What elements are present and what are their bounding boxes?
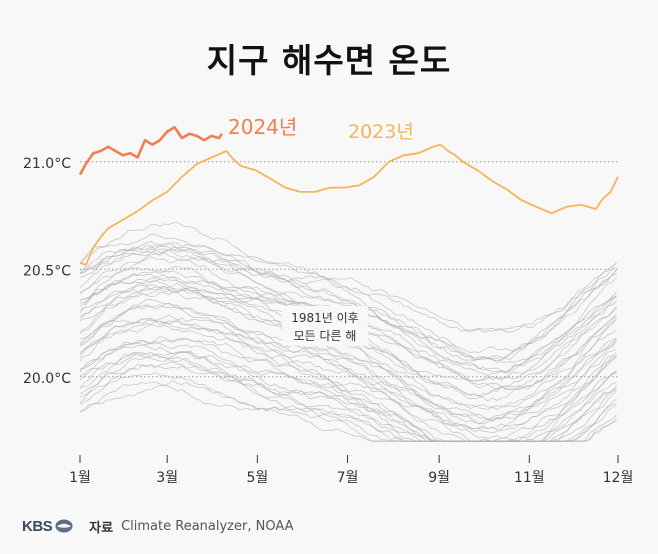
logo-text: KBS bbox=[22, 517, 53, 535]
other-year-line bbox=[79, 324, 617, 442]
label-2023: 2023년 bbox=[348, 121, 414, 143]
x-tick-label: 7월 bbox=[337, 470, 359, 486]
x-tick-label: 1월 bbox=[69, 470, 91, 486]
other-year-line bbox=[79, 282, 617, 425]
x-tick-label: 11월 bbox=[514, 470, 545, 486]
other-years-label-bg bbox=[282, 306, 368, 346]
other-year-line bbox=[79, 246, 617, 374]
other-years-label-line1: 1981년 이후 bbox=[291, 311, 358, 325]
other-years-label-line2: 모든 다른 해 bbox=[294, 329, 357, 343]
other-year-line bbox=[79, 336, 617, 442]
other-year-line bbox=[79, 337, 617, 441]
other-year-line bbox=[79, 298, 617, 420]
x-tick-label: 3월 bbox=[156, 470, 178, 486]
y-tick-label: 20.0°C bbox=[23, 371, 71, 387]
x-tick-label: 12월 bbox=[603, 470, 634, 486]
other-year-line bbox=[79, 304, 617, 434]
source-label: 자료 bbox=[89, 520, 114, 536]
other-year-line bbox=[79, 317, 617, 442]
source-text: Climate Reanalyzer, NOAA bbox=[121, 518, 294, 534]
other-year-line bbox=[79, 222, 617, 361]
background-series-group bbox=[79, 222, 617, 442]
y-tick-label: 20.5°C bbox=[23, 263, 71, 279]
y-tick-label: 21.0°C bbox=[23, 156, 71, 172]
grid-lines bbox=[80, 161, 618, 378]
x-tick-label: 5월 bbox=[246, 470, 268, 486]
chart-title: 지구 해수면 온도 bbox=[206, 41, 452, 80]
footer: KBS 자료 Climate Reanalyzer, NOAA bbox=[22, 515, 293, 537]
other-year-line bbox=[79, 363, 617, 442]
other-year-line bbox=[79, 246, 617, 362]
other-year-line bbox=[79, 314, 617, 410]
series-line-2024 bbox=[78, 126, 223, 176]
x-tick-label: 9월 bbox=[428, 470, 450, 486]
other-year-line bbox=[79, 380, 617, 442]
y-axis-labels: 20.0°C 20.5°C 21.0°C bbox=[23, 156, 71, 387]
other-year-line bbox=[79, 242, 617, 361]
x-axis: 1월 3월 5월 7월 9월 11월 12월 bbox=[69, 455, 633, 486]
other-year-line bbox=[79, 233, 617, 331]
series-line-2023 bbox=[79, 143, 619, 266]
kbs-eye-icon bbox=[55, 519, 73, 533]
kbs-logo: KBS bbox=[22, 518, 73, 535]
other-year-line bbox=[79, 241, 617, 333]
label-2024: 2024년 bbox=[228, 115, 297, 139]
main-series-group bbox=[78, 126, 619, 266]
